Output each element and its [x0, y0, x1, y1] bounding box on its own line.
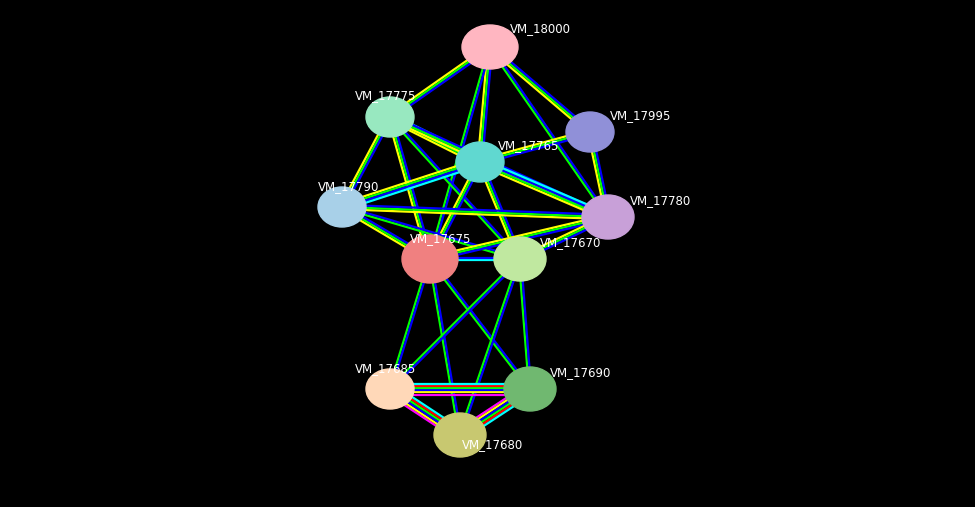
Ellipse shape — [582, 195, 634, 239]
Text: VM_17675: VM_17675 — [410, 232, 471, 245]
Text: VM_17775: VM_17775 — [355, 89, 416, 102]
Ellipse shape — [318, 187, 366, 227]
Text: VM_17685: VM_17685 — [355, 362, 416, 375]
Text: VM_17765: VM_17765 — [498, 139, 560, 152]
Text: VM_17790: VM_17790 — [318, 180, 379, 193]
Text: VM_17995: VM_17995 — [610, 109, 672, 122]
Text: VM_17670: VM_17670 — [540, 236, 602, 249]
Ellipse shape — [462, 25, 518, 69]
Ellipse shape — [434, 413, 486, 457]
Ellipse shape — [402, 235, 458, 283]
Text: VM_17690: VM_17690 — [550, 366, 611, 379]
Text: VM_17780: VM_17780 — [630, 194, 691, 207]
Ellipse shape — [366, 97, 414, 137]
Ellipse shape — [566, 112, 614, 152]
Ellipse shape — [494, 237, 546, 281]
Text: VM_17680: VM_17680 — [462, 438, 524, 451]
Ellipse shape — [504, 367, 556, 411]
Ellipse shape — [366, 369, 414, 409]
Ellipse shape — [456, 142, 504, 182]
Text: VM_18000: VM_18000 — [510, 22, 571, 35]
